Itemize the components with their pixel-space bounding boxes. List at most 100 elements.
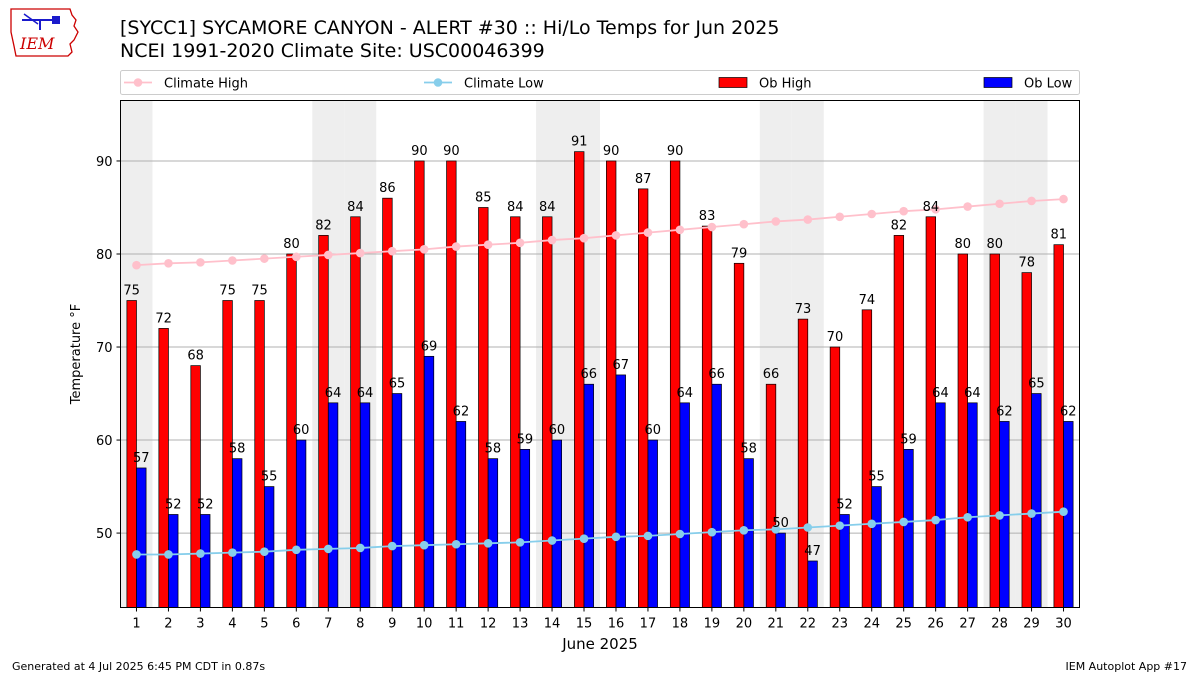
- legend-ob-low-label: Ob Low: [1024, 77, 1073, 92]
- climate-low-point: [611, 532, 621, 542]
- legend-ob-high-swatch: [718, 77, 748, 88]
- ob-high-value-label: 90: [603, 144, 620, 159]
- legend-climate-high-label: Climate High: [164, 77, 248, 92]
- x-tick-label: 26: [927, 617, 944, 632]
- x-tick-label: 5: [260, 617, 268, 632]
- climate-high-point: [675, 225, 685, 235]
- ob-high-value-label: 72: [155, 311, 172, 326]
- climate-high-point: [132, 260, 141, 270]
- ob-low-value-label: 57: [133, 451, 150, 466]
- climate-high-point: [355, 248, 365, 258]
- x-tick-label: 20: [736, 617, 753, 632]
- app-credit: IEM Autoplot App #17: [1065, 660, 1188, 673]
- ob-high-value-label: 80: [955, 237, 972, 252]
- climate-low-point: [995, 511, 1004, 520]
- ob-high-bar: [478, 207, 489, 608]
- ob-high-bar: [542, 216, 553, 608]
- x-tick-label: 8: [356, 617, 364, 632]
- y-axis: 50 60 70 80 90: [96, 155, 121, 542]
- generated-timestamp: Generated at 4 Jul 2025 6:45 PM CDT in 0…: [12, 660, 266, 673]
- climate-high-point: [803, 215, 813, 224]
- climate-high-point: [483, 240, 493, 249]
- climate-low-point: [164, 550, 173, 559]
- ob-low-bar: [232, 458, 243, 608]
- climate-high-point: [547, 235, 557, 245]
- ob-high-value-label: 85: [475, 190, 492, 205]
- ob-high-value-label: 66: [763, 367, 780, 382]
- ob-low-value-label: 62: [453, 404, 470, 419]
- x-tick-label: 10: [416, 617, 433, 632]
- climate-low-point: [132, 550, 141, 559]
- ob-high-value-label: 68: [187, 349, 204, 364]
- ob-low-value-label: 55: [261, 470, 278, 485]
- ob-high-bar: [254, 300, 265, 608]
- climate-low-point: [963, 512, 972, 522]
- climate-low-point: [675, 529, 685, 539]
- climate-high-point: [963, 202, 972, 211]
- climate-low-point: [771, 525, 781, 534]
- ob-low-value-label: 66: [708, 367, 725, 382]
- ob-high-value-label: 90: [667, 144, 684, 159]
- ob-high-value-label: 84: [923, 200, 940, 215]
- y-tick-label: 90: [96, 155, 113, 170]
- ob-high-bar: [1021, 272, 1032, 608]
- climate-low-point: [547, 536, 557, 545]
- climate-low-point: [643, 531, 653, 541]
- iem-logo: IEM: [8, 6, 80, 62]
- climate-low-point: [483, 539, 493, 548]
- x-tick-label: 2: [164, 617, 172, 632]
- ob-low-value-label: 59: [517, 432, 534, 447]
- ob-low-bar: [327, 402, 339, 608]
- ob-low-value-label: 47: [804, 544, 821, 559]
- ob-low-bar: [679, 402, 690, 608]
- plot-frame: [120, 100, 1080, 608]
- legend-frame: [120, 70, 1080, 95]
- ob-high-bar: [797, 318, 809, 608]
- ob-high-bar: [510, 216, 521, 608]
- ob-low-value-label: 64: [676, 386, 693, 401]
- x-tick-label: 4: [228, 617, 236, 632]
- climate-low-point: [835, 521, 845, 530]
- ob-low-bar: [1031, 393, 1042, 608]
- ob-high-value-label: 86: [379, 181, 396, 196]
- ob-low-bar: [551, 439, 562, 608]
- x-tick-label: 28: [991, 617, 1008, 632]
- x-axis: 1 2 3 4 5 6 7 8 9 10 11 12 13 14 15 16 17 18 19 20 21 22 23 24 2…: [132, 607, 1072, 632]
- x-tick-label: 27: [959, 617, 976, 632]
- y-tick-label: 80: [96, 248, 113, 263]
- legend-climate-low-label: Climate Low: [464, 77, 544, 92]
- ob-low-bar: [168, 514, 179, 608]
- ob-low-value-label: 58: [229, 442, 246, 457]
- ob-high-bar: [637, 188, 649, 608]
- x-axis-label: June 2025: [561, 635, 638, 653]
- ob-low-bar: [264, 486, 275, 608]
- legend-ob-low-swatch: [983, 77, 1013, 88]
- ob-low-value-label: 50: [772, 516, 789, 531]
- y-tick-label: 70: [96, 341, 113, 356]
- climate-high-point: [387, 246, 397, 256]
- climate-high-point: [995, 199, 1004, 209]
- x-tick-label: 3: [196, 617, 204, 632]
- grid-lines: [120, 160, 1080, 534]
- legend-climate-high-marker: [133, 78, 143, 87]
- ob-low-value-label: 55: [868, 470, 885, 485]
- ob-low-bar: [871, 486, 882, 608]
- ob-low-value-label: 64: [932, 386, 949, 401]
- y-tick-label: 50: [96, 527, 113, 542]
- ob-low-bar: [711, 383, 722, 608]
- ob-low-bar: [583, 383, 594, 608]
- climate-lines: [132, 194, 1068, 559]
- ob-high-bar: [158, 328, 169, 608]
- ob-high-value-label: 74: [859, 293, 876, 308]
- ob-high-value-label: 70: [827, 330, 844, 345]
- ob-high-bar: [861, 309, 873, 608]
- ob-high-value-label: 91: [571, 135, 588, 150]
- climate-low-point: [899, 517, 908, 527]
- x-tick-label: 1: [132, 617, 140, 632]
- ob-high-bar: [1053, 244, 1064, 608]
- climate-low-point: [739, 525, 749, 535]
- y-tick-label: 60: [96, 434, 113, 449]
- ob-high-bar: [829, 346, 841, 608]
- climate-high-point: [867, 209, 877, 219]
